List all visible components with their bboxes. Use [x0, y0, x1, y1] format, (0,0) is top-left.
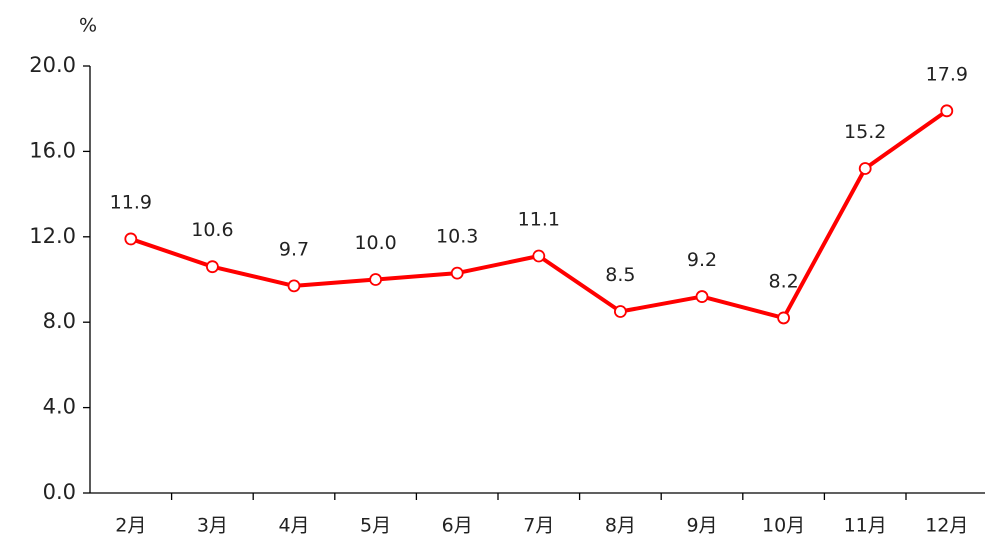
y-tick-label: 4.0 [43, 395, 76, 419]
marker [858, 162, 872, 175]
x-tick-label: 8月 [605, 515, 636, 537]
x-tick-label: 2月 [115, 515, 146, 537]
y-tick-label: 12.0 [29, 224, 76, 248]
data-label: 10.3 [436, 226, 478, 248]
data-label: 17.9 [926, 63, 968, 85]
x-tick-label: 5月 [360, 515, 391, 537]
data-label: 11.9 [110, 191, 152, 213]
data-label: 8.2 [768, 270, 798, 292]
marker [777, 311, 790, 325]
y-tick-label: 20.0 [29, 53, 76, 77]
marker [614, 305, 627, 318]
x-tick-label: 9月 [686, 515, 717, 537]
marker [287, 279, 301, 293]
marker [532, 249, 546, 263]
data-label: 10.0 [354, 232, 396, 254]
x-tick-label: 12月 [925, 515, 968, 537]
marker [369, 273, 383, 286]
data-label: 15.2 [844, 121, 886, 143]
data-label: 11.1 [518, 209, 560, 231]
x-tick-label: 6月 [442, 515, 473, 537]
x-tick-label: 7月 [523, 515, 554, 537]
marker [124, 232, 138, 246]
marker [450, 266, 464, 280]
marker [205, 260, 219, 274]
y-unit: % [79, 15, 97, 37]
x-tick-label: 3月 [197, 515, 228, 537]
x-tick-label: 10月 [762, 515, 805, 537]
data-label: 9.7 [279, 238, 309, 260]
data-label: 10.6 [191, 219, 233, 241]
y-tick-label: 0.0 [43, 480, 76, 504]
marker [695, 290, 709, 303]
data-label: 9.2 [687, 249, 717, 271]
y-tick-label: 8.0 [43, 309, 76, 333]
data-label: 8.5 [605, 264, 635, 286]
x-tick-label: 11月 [844, 515, 887, 537]
marker [940, 104, 954, 118]
y-tick-label: 16.0 [29, 138, 76, 162]
x-tick-label: 4月 [278, 515, 309, 537]
